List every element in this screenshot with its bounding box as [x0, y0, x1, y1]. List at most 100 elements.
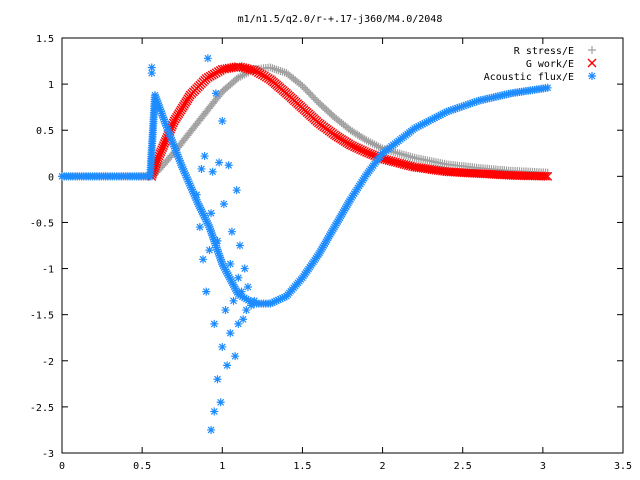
data-point [416, 121, 425, 130]
data-point [223, 361, 232, 370]
data-point [541, 171, 550, 181]
data-point [168, 138, 177, 147]
data-point [171, 146, 180, 155]
y-tick-label: -2.5 [30, 403, 54, 414]
data-point [272, 65, 281, 74]
x-tick-label: 2.5 [454, 461, 472, 472]
data-point [412, 123, 421, 132]
data-point [270, 64, 279, 73]
data-point [147, 63, 156, 72]
data-point [195, 223, 204, 232]
data-point [169, 140, 178, 149]
legend-label: R stress/E [514, 46, 574, 57]
data-point [218, 342, 227, 351]
data-point [215, 158, 224, 167]
y-tick-label: -1.5 [30, 311, 54, 322]
data-point [197, 164, 206, 173]
data-point [468, 98, 477, 107]
data-point [420, 119, 429, 128]
data-point [374, 142, 383, 151]
data-point [240, 264, 249, 273]
y-tick-label: 1 [48, 80, 54, 91]
x-tick-label: 3 [540, 461, 546, 472]
x-tick-label: 1.5 [293, 461, 311, 472]
data-point [221, 265, 230, 274]
data-point [234, 73, 243, 82]
data-point [192, 195, 201, 204]
data-point [366, 138, 375, 147]
data-point [438, 109, 447, 118]
data-point [197, 205, 206, 214]
data-point [442, 107, 451, 116]
data-point [153, 97, 162, 106]
data-point [171, 144, 180, 153]
data-point [199, 211, 208, 220]
x-axis: 0 0.5 1 1.5 2 2.5 3 3.5 [59, 38, 632, 472]
data-point [278, 67, 287, 76]
data-point [151, 93, 160, 102]
data-point [198, 209, 207, 218]
data-point [280, 293, 289, 302]
data-point [173, 150, 182, 159]
data-point [224, 161, 233, 170]
data-point [457, 102, 466, 111]
data-point [217, 257, 226, 266]
x-tick-label: 2 [380, 461, 386, 472]
data-point [156, 105, 165, 114]
data-point [211, 241, 220, 250]
y-tick-label: -1 [42, 265, 54, 276]
data-point [226, 275, 235, 284]
data-point [236, 291, 245, 300]
legend-label: G work/E [526, 59, 574, 70]
data-point [240, 293, 249, 302]
data-point [207, 425, 216, 434]
data-point [191, 193, 200, 202]
data-point [233, 288, 242, 297]
data-point [250, 296, 259, 305]
data-point [167, 136, 176, 145]
data-point [152, 95, 161, 104]
data-point [428, 115, 437, 124]
data-point [206, 227, 215, 236]
data-point [185, 179, 194, 188]
data-point [162, 121, 171, 130]
data-point [234, 273, 243, 282]
data-point [158, 111, 167, 120]
x-tick-label: 1 [219, 461, 225, 472]
data-point [464, 100, 473, 109]
data-point [207, 229, 216, 238]
legend-marker [587, 58, 597, 68]
legend-marker [588, 46, 596, 54]
data-point [432, 112, 441, 121]
data-point [150, 91, 159, 100]
data-point [166, 131, 175, 140]
data-point [175, 154, 184, 163]
data-point [434, 111, 443, 120]
data-point [207, 209, 216, 218]
data-point [449, 105, 458, 114]
data-point [228, 278, 237, 287]
data-point [472, 97, 481, 106]
data-point [408, 153, 417, 162]
data-point [201, 215, 210, 224]
data-point [200, 152, 209, 161]
data-point [225, 273, 234, 282]
data-point [184, 177, 193, 186]
data-point [362, 136, 371, 145]
data-point [199, 255, 208, 264]
data-point [364, 137, 373, 146]
data-point [451, 104, 460, 113]
data-point [195, 201, 204, 210]
data-point [276, 294, 285, 303]
data-point [190, 191, 199, 200]
data-point [406, 152, 415, 161]
data-point [170, 142, 179, 151]
data-point [204, 221, 213, 230]
data-point [172, 148, 181, 157]
data-point [214, 249, 223, 258]
data-point [414, 122, 423, 131]
data-point [232, 286, 241, 295]
data-point [154, 101, 163, 110]
data-point [274, 295, 283, 304]
